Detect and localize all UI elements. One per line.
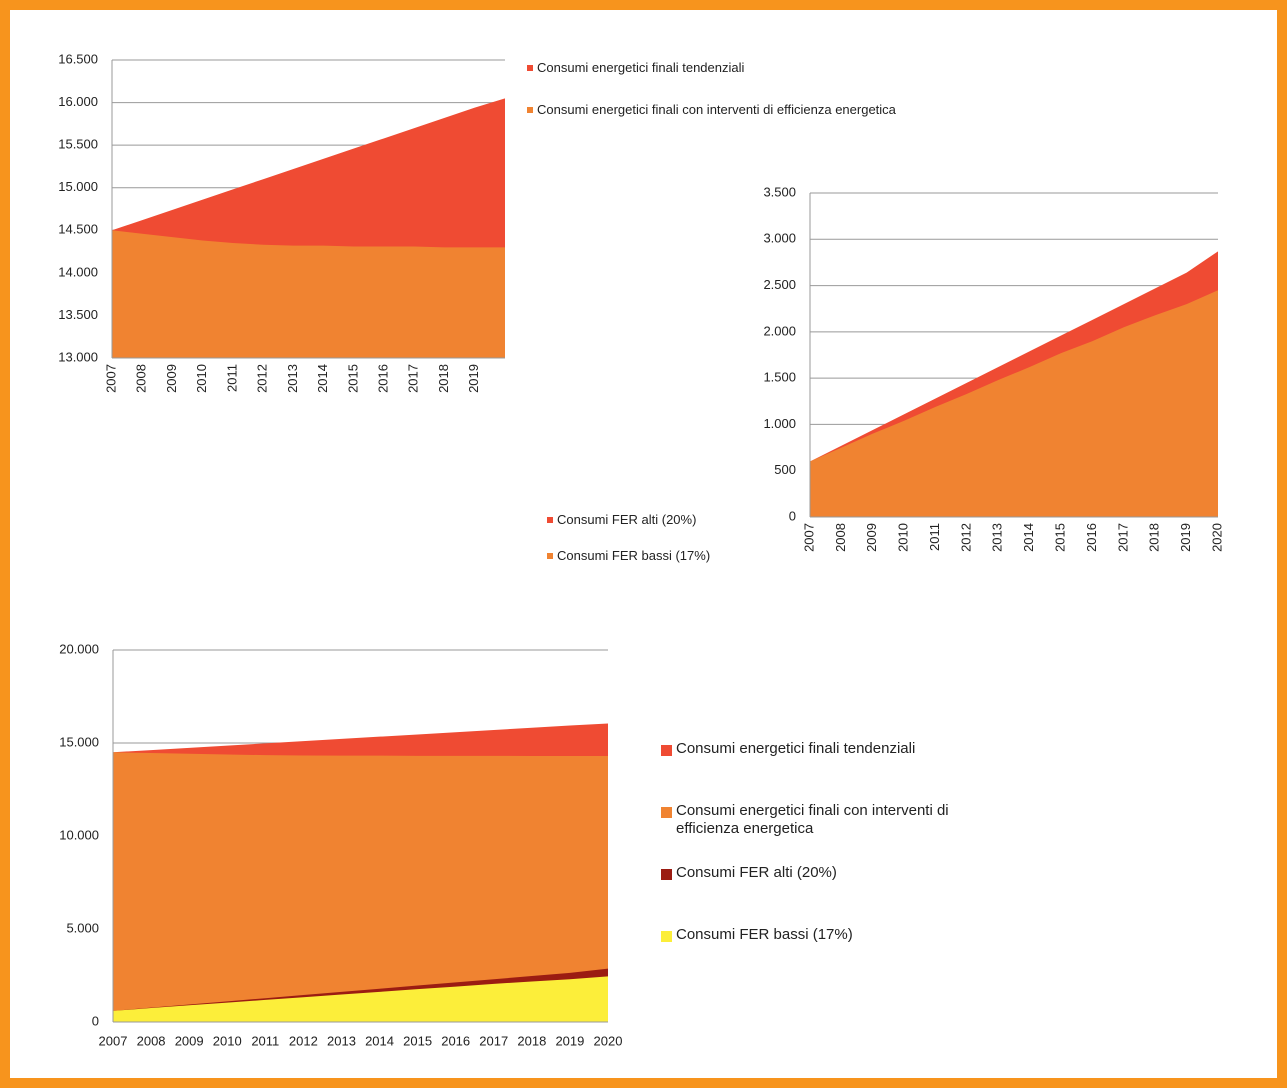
legend-swatch bbox=[661, 869, 672, 881]
x-tick-label: 2017 bbox=[1115, 523, 1130, 552]
legend-item: Consumi FER alti (20%) bbox=[547, 512, 807, 528]
legend-item: Consumi FER bassi (17%) bbox=[547, 548, 807, 564]
y-tick-label: 13.500 bbox=[58, 307, 98, 322]
y-tick-label: 5.000 bbox=[66, 920, 99, 935]
x-tick-label: 2011 bbox=[927, 523, 942, 551]
legend-label: Consumi energetici finali tendenziali bbox=[676, 740, 916, 757]
x-tick-label: 2016 bbox=[1084, 523, 1099, 552]
y-tick-label: 2.500 bbox=[763, 277, 796, 292]
x-tick-label: 2019 bbox=[555, 1033, 584, 1048]
x-tick-label: 2014 bbox=[1021, 523, 1036, 552]
x-tick-label: 2016 bbox=[441, 1033, 470, 1048]
legend-item: Consumi energetici finali tendenziali bbox=[527, 60, 1087, 76]
x-tick-label: 2013 bbox=[327, 1033, 356, 1048]
legend-item: Consumi energetici finali con interventi… bbox=[527, 102, 1087, 118]
x-tick-label: 2019 bbox=[1178, 523, 1193, 552]
x-tick-label: 2017 bbox=[479, 1033, 508, 1048]
legend-swatch bbox=[527, 64, 533, 71]
x-tick-label: 2010 bbox=[213, 1033, 242, 1048]
x-tick-label: 2009 bbox=[175, 1033, 204, 1048]
legend-label: Consumi FER alti (20%) bbox=[557, 512, 697, 527]
y-tick-label: 1.500 bbox=[763, 370, 796, 385]
x-tick-label: 2020 bbox=[594, 1033, 623, 1048]
legend-swatch bbox=[547, 552, 553, 559]
legend-label: Consumi energetici finali con interventi… bbox=[676, 802, 949, 837]
y-tick-label: 15.000 bbox=[59, 734, 99, 749]
y-tick-label: 16.500 bbox=[58, 51, 98, 66]
x-tick-label: 2008 bbox=[137, 1033, 166, 1048]
y-tick-label: 500 bbox=[774, 462, 796, 477]
area bbox=[113, 752, 608, 1022]
y-tick-label: 14.000 bbox=[58, 264, 98, 279]
y-tick-label: 1.000 bbox=[763, 416, 796, 431]
x-tick-label: 2018 bbox=[1147, 523, 1162, 552]
x-tick-label: 2014 bbox=[315, 364, 330, 393]
legend-swatch bbox=[527, 106, 533, 113]
x-tick-label: 2019 bbox=[466, 364, 481, 393]
legend-item: Consumi FER bassi (17%) bbox=[661, 926, 961, 944]
legend-item: Consumi energetici finali tendenziali bbox=[661, 740, 961, 758]
legend-item: Consumi energetici finali con interventi… bbox=[661, 802, 961, 838]
legend-swatch bbox=[547, 516, 553, 523]
x-tick-label: 2007 bbox=[99, 1033, 128, 1048]
x-tick-label: 2020 bbox=[1209, 523, 1224, 552]
area bbox=[113, 976, 608, 1022]
y-tick-label: 15.500 bbox=[58, 137, 98, 152]
x-tick-label: 2015 bbox=[403, 1033, 432, 1048]
x-tick-label: 2018 bbox=[436, 364, 451, 393]
legend-label: Consumi energetici finali con interventi… bbox=[537, 102, 896, 117]
x-tick-label: 2016 bbox=[376, 364, 391, 393]
y-tick-label: 3.000 bbox=[763, 231, 796, 246]
x-tick-label: 2012 bbox=[289, 1033, 318, 1048]
y-tick-label: 15.000 bbox=[58, 179, 98, 194]
y-tick-label: 2.000 bbox=[763, 323, 796, 338]
x-tick-label: 2007 bbox=[801, 523, 816, 552]
x-tick-label: 2009 bbox=[864, 523, 879, 552]
x-tick-label: 2017 bbox=[406, 364, 421, 393]
y-tick-label: 0 bbox=[92, 1013, 99, 1028]
x-tick-label: 2013 bbox=[990, 523, 1005, 552]
x-tick-label: 2009 bbox=[164, 364, 179, 393]
x-tick-label: 2013 bbox=[285, 364, 300, 393]
y-tick-label: 20.000 bbox=[59, 641, 99, 656]
x-tick-label: 2008 bbox=[134, 364, 149, 393]
x-tick-label: 2010 bbox=[896, 523, 911, 552]
legend-label: Consumi energetici finali tendenziali bbox=[537, 60, 745, 75]
legend-label: Consumi FER alti (20%) bbox=[676, 864, 837, 881]
x-tick-label: 2008 bbox=[833, 523, 848, 552]
legend-label: Consumi FER bassi (17%) bbox=[557, 548, 711, 563]
area bbox=[810, 290, 1218, 517]
x-tick-label: 2018 bbox=[517, 1033, 546, 1048]
y-tick-label: 0 bbox=[789, 508, 796, 523]
x-tick-label: 2007 bbox=[103, 364, 118, 393]
y-tick-label: 10.000 bbox=[59, 827, 99, 842]
y-tick-label: 3.500 bbox=[763, 184, 796, 199]
legend-swatch bbox=[661, 931, 672, 943]
y-tick-label: 14.500 bbox=[58, 222, 98, 237]
x-tick-label: 2010 bbox=[194, 364, 209, 393]
area bbox=[112, 230, 505, 358]
x-tick-label: 2012 bbox=[255, 364, 270, 393]
legend-swatch bbox=[661, 745, 672, 757]
x-tick-label: 2011 bbox=[224, 364, 239, 392]
y-tick-label: 13.000 bbox=[58, 349, 98, 364]
x-tick-label: 2012 bbox=[958, 523, 973, 552]
x-tick-label: 2015 bbox=[345, 364, 360, 393]
y-tick-label: 16.000 bbox=[58, 94, 98, 109]
legend-label: Consumi FER bassi (17%) bbox=[676, 926, 853, 943]
x-tick-label: 2014 bbox=[365, 1033, 394, 1048]
legend-swatch bbox=[661, 807, 672, 819]
legend-item: Consumi FER alti (20%) bbox=[661, 864, 961, 882]
x-tick-label: 2015 bbox=[1053, 523, 1068, 552]
x-tick-label: 2011 bbox=[251, 1033, 279, 1048]
